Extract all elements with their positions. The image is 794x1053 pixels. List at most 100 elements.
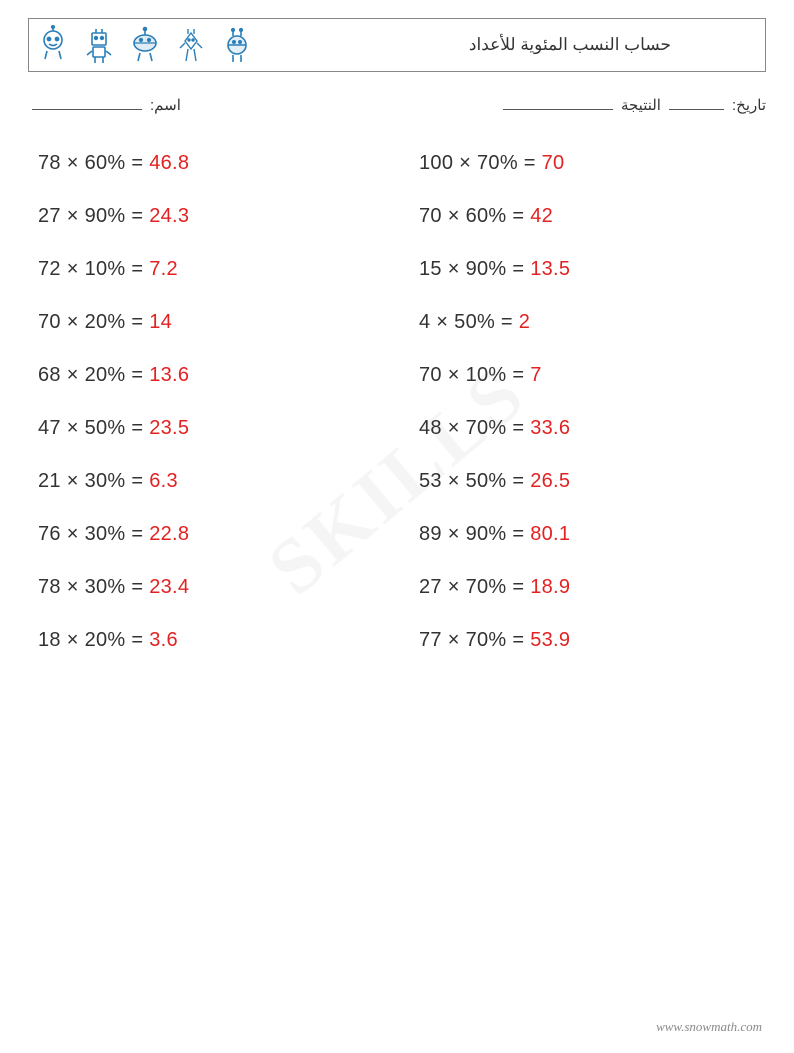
name-label: اسم: xyxy=(150,96,181,114)
score-label: النتيجة xyxy=(621,96,661,114)
operand-a: 4 xyxy=(419,311,430,333)
operand-pct: 70% xyxy=(466,576,507,598)
answer: 6.3 xyxy=(149,470,178,492)
answer: 7.2 xyxy=(149,258,178,280)
operand-pct: 60% xyxy=(466,205,507,227)
operand-a: 70 xyxy=(419,205,442,227)
answer: 13.6 xyxy=(149,364,189,386)
operand-pct: 50% xyxy=(454,311,495,333)
meta-right-group: تاريخ: النتيجة xyxy=(499,96,766,114)
answer: 24.3 xyxy=(149,205,189,227)
operand-pct: 50% xyxy=(85,417,126,439)
answer: 26.5 xyxy=(530,470,570,492)
footer-url: www.snowmath.com xyxy=(656,1019,762,1035)
robot-icon xyxy=(129,25,161,65)
date-blank xyxy=(669,96,724,110)
problem-row: 27 × 90% = 24.3 xyxy=(38,205,397,228)
robot-icon xyxy=(37,25,69,65)
worksheet-page: SKILLS xyxy=(0,0,794,1053)
operand-a: 70 xyxy=(419,364,442,386)
answer: 46.8 xyxy=(149,152,189,174)
meta-row: تاريخ: النتيجة اسم: xyxy=(28,96,766,114)
operand-pct: 30% xyxy=(85,576,126,598)
operand-a: 72 xyxy=(38,258,61,280)
problem-row: 70 × 60% = 42 xyxy=(419,205,766,228)
problems-grid: 78 × 60% = 46.8 27 × 90% = 24.3 72 × 10% =… xyxy=(28,152,766,652)
name-blank xyxy=(32,96,142,110)
problem-row: 18 × 20% = 3.6 xyxy=(38,629,397,652)
problem-row: 78 × 60% = 46.8 xyxy=(38,152,397,175)
operand-pct: 70% xyxy=(466,417,507,439)
problem-row: 53 × 50% = 26.5 xyxy=(419,470,766,493)
operand-a: 78 xyxy=(38,152,61,174)
answer: 23.4 xyxy=(149,576,189,598)
operand-pct: 90% xyxy=(466,258,507,280)
problem-row: 4 × 50% = 2 xyxy=(419,311,766,334)
date-label: تاريخ: xyxy=(732,96,766,114)
operand-pct: 50% xyxy=(466,470,507,492)
operand-pct: 30% xyxy=(85,470,126,492)
operand-a: 70 xyxy=(38,311,61,333)
operand-pct: 90% xyxy=(466,523,507,545)
problem-row: 68 × 20% = 13.6 xyxy=(38,364,397,387)
operand-pct: 70% xyxy=(477,152,518,174)
operand-a: 89 xyxy=(419,523,442,545)
answer: 7 xyxy=(530,364,541,386)
operand-a: 68 xyxy=(38,364,61,386)
operand-a: 77 xyxy=(419,629,442,651)
problem-row: 77 × 70% = 53.9 xyxy=(419,629,766,652)
right-column: 100 × 70% = 70 70 × 60% = 42 15 × 90% = 13… xyxy=(397,152,766,652)
operand-a: 48 xyxy=(419,417,442,439)
operand-a: 18 xyxy=(38,629,61,651)
answer: 14 xyxy=(149,311,172,333)
problem-row: 48 × 70% = 33.6 xyxy=(419,417,766,440)
problem-row: 78 × 30% = 23.4 xyxy=(38,576,397,599)
answer: 13.5 xyxy=(530,258,570,280)
answer: 23.5 xyxy=(149,417,189,439)
operand-a: 76 xyxy=(38,523,61,545)
problem-row: 89 × 90% = 80.1 xyxy=(419,523,766,546)
answer: 2 xyxy=(519,311,530,333)
operand-a: 27 xyxy=(38,205,61,227)
operand-a: 47 xyxy=(38,417,61,439)
robot-icon xyxy=(221,25,253,65)
operand-a: 27 xyxy=(419,576,442,598)
score-blank xyxy=(503,96,613,110)
answer: 70 xyxy=(542,152,565,174)
answer: 3.6 xyxy=(149,629,178,651)
answer: 33.6 xyxy=(530,417,570,439)
problem-row: 70 × 20% = 14 xyxy=(38,311,397,334)
left-column: 78 × 60% = 46.8 27 × 90% = 24.3 72 × 10% =… xyxy=(28,152,397,652)
operand-pct: 10% xyxy=(466,364,507,386)
robot-icon-row xyxy=(37,25,253,65)
operand-pct: 20% xyxy=(85,311,126,333)
answer: 22.8 xyxy=(149,523,189,545)
operand-pct: 20% xyxy=(85,629,126,651)
operand-pct: 90% xyxy=(85,205,126,227)
problem-row: 21 × 30% = 6.3 xyxy=(38,470,397,493)
operand-a: 21 xyxy=(38,470,61,492)
problem-row: 76 × 30% = 22.8 xyxy=(38,523,397,546)
operand-a: 15 xyxy=(419,258,442,280)
header-box: حساب النسب المئوية للأعداد xyxy=(28,18,766,72)
operand-a: 53 xyxy=(419,470,442,492)
operand-pct: 20% xyxy=(85,364,126,386)
operand-pct: 60% xyxy=(85,152,126,174)
robot-icon xyxy=(175,25,207,65)
robot-icon xyxy=(83,25,115,65)
answer: 18.9 xyxy=(530,576,570,598)
answer: 80.1 xyxy=(530,523,570,545)
problem-row: 70 × 10% = 7 xyxy=(419,364,766,387)
answer: 53.9 xyxy=(530,629,570,651)
answer: 42 xyxy=(530,205,553,227)
worksheet-title: حساب النسب المئوية للأعداد xyxy=(469,35,751,55)
problem-row: 15 × 90% = 13.5 xyxy=(419,258,766,281)
problem-row: 100 × 70% = 70 xyxy=(419,152,766,175)
operand-pct: 30% xyxy=(85,523,126,545)
problem-row: 47 × 50% = 23.5 xyxy=(38,417,397,440)
operand-a: 78 xyxy=(38,576,61,598)
operand-a: 100 xyxy=(419,152,453,174)
meta-left-group: اسم: xyxy=(28,96,181,114)
operand-pct: 10% xyxy=(85,258,126,280)
problem-row: 72 × 10% = 7.2 xyxy=(38,258,397,281)
